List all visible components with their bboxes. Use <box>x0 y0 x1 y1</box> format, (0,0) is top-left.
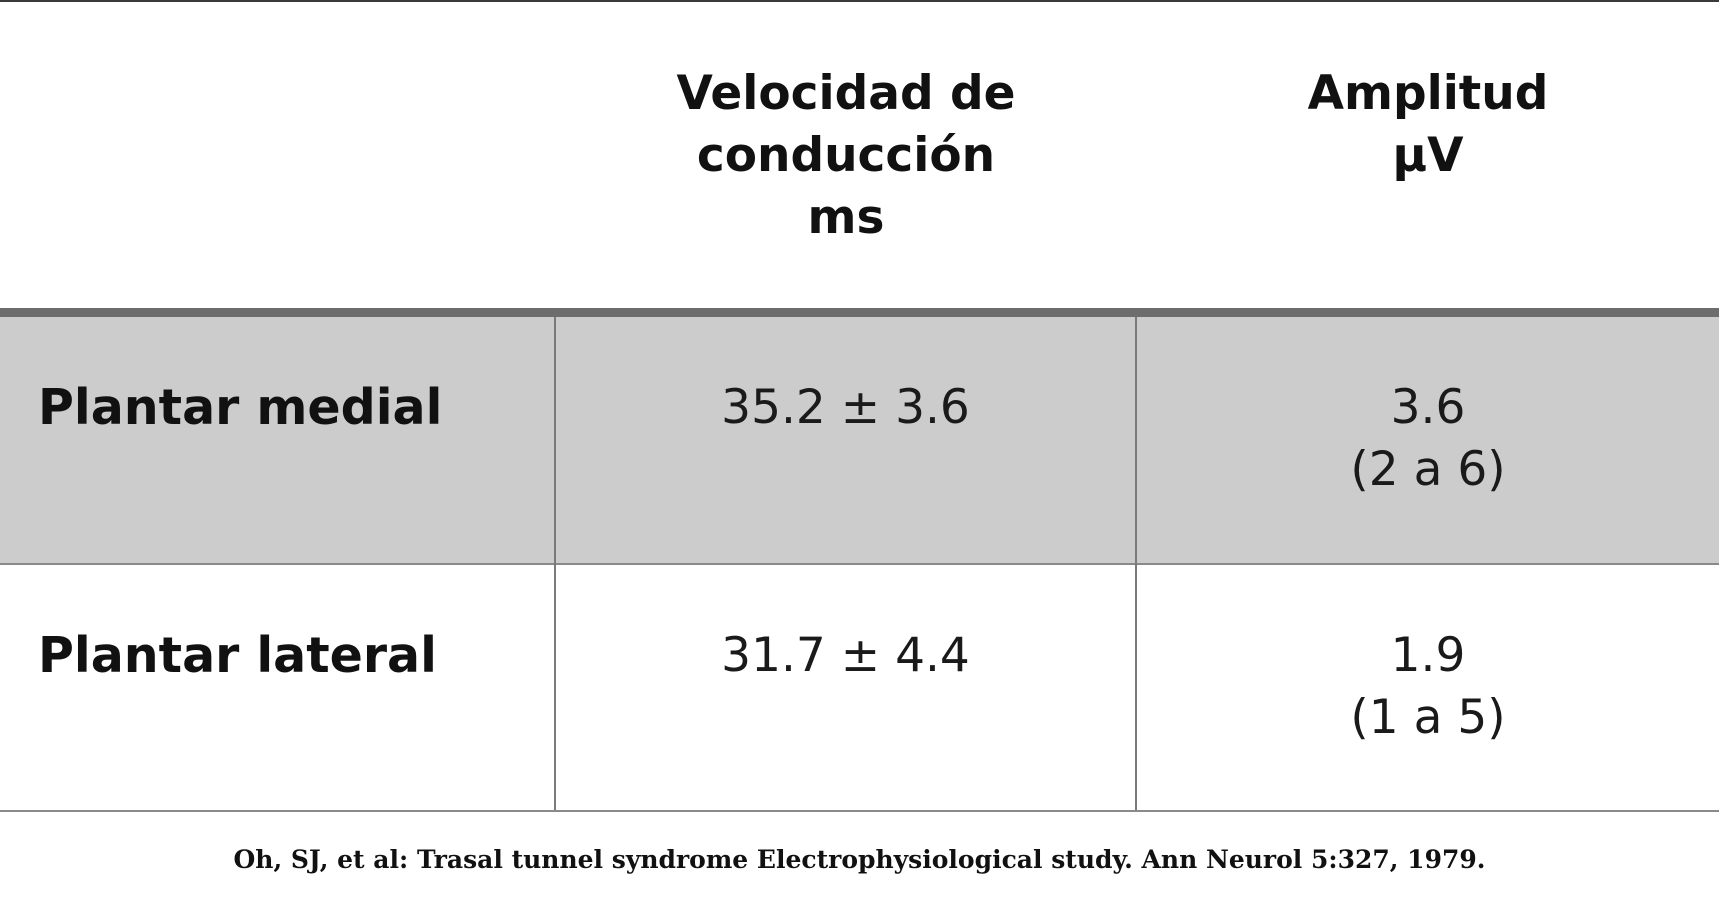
amplitude-mean: 1.9 <box>1390 628 1466 683</box>
velocity-value: 35.2 ± 3.6 <box>556 377 1135 439</box>
header-velocity-line-1: Velocidad de <box>676 66 1016 121</box>
table-header: Velocidad de conducción ms Amplitud μV <box>0 2 1719 308</box>
header-rule <box>0 308 1719 317</box>
amplitude-value: 1.9 (1 a 5) <box>1137 625 1719 749</box>
table-row-plantar-lateral: Plantar lateral 31.7 ± 4.4 1.9 (1 a 5) <box>0 565 1719 810</box>
header-amplitude-line-2: μV <box>1392 128 1464 183</box>
row-label: Plantar medial <box>38 379 443 436</box>
velocity-value-text: 31.7 ± 4.4 <box>721 628 970 683</box>
header-velocity: Velocidad de conducción ms <box>556 63 1136 249</box>
header-amplitude-line-1: Amplitud <box>1307 66 1549 121</box>
top-rule <box>0 0 1719 2</box>
row-separator <box>0 563 1719 565</box>
row-label: Plantar lateral <box>38 627 437 684</box>
amplitude-value: 3.6 (2 a 6) <box>1137 377 1719 501</box>
table-row-plantar-medial: Plantar medial 35.2 ± 3.6 3.6 (2 a 6) <box>0 317 1719 563</box>
header-amplitude: Amplitud μV <box>1137 63 1719 187</box>
header-velocity-line-2: conducción <box>696 128 996 183</box>
source-caption: Oh, SJ, et al: Trasal tunnel syndrome El… <box>233 845 1486 874</box>
column-divider-1 <box>554 317 556 810</box>
velocity-value: 31.7 ± 4.4 <box>556 625 1135 687</box>
velocity-value-text: 35.2 ± 3.6 <box>721 380 970 435</box>
bottom-rule <box>0 810 1719 812</box>
header-velocity-line-3: ms <box>807 190 885 245</box>
amplitude-range: (2 a 6) <box>1350 442 1506 497</box>
amplitude-mean: 3.6 <box>1390 380 1466 435</box>
amplitude-range: (1 a 5) <box>1350 690 1506 745</box>
column-divider-2 <box>1135 317 1137 810</box>
